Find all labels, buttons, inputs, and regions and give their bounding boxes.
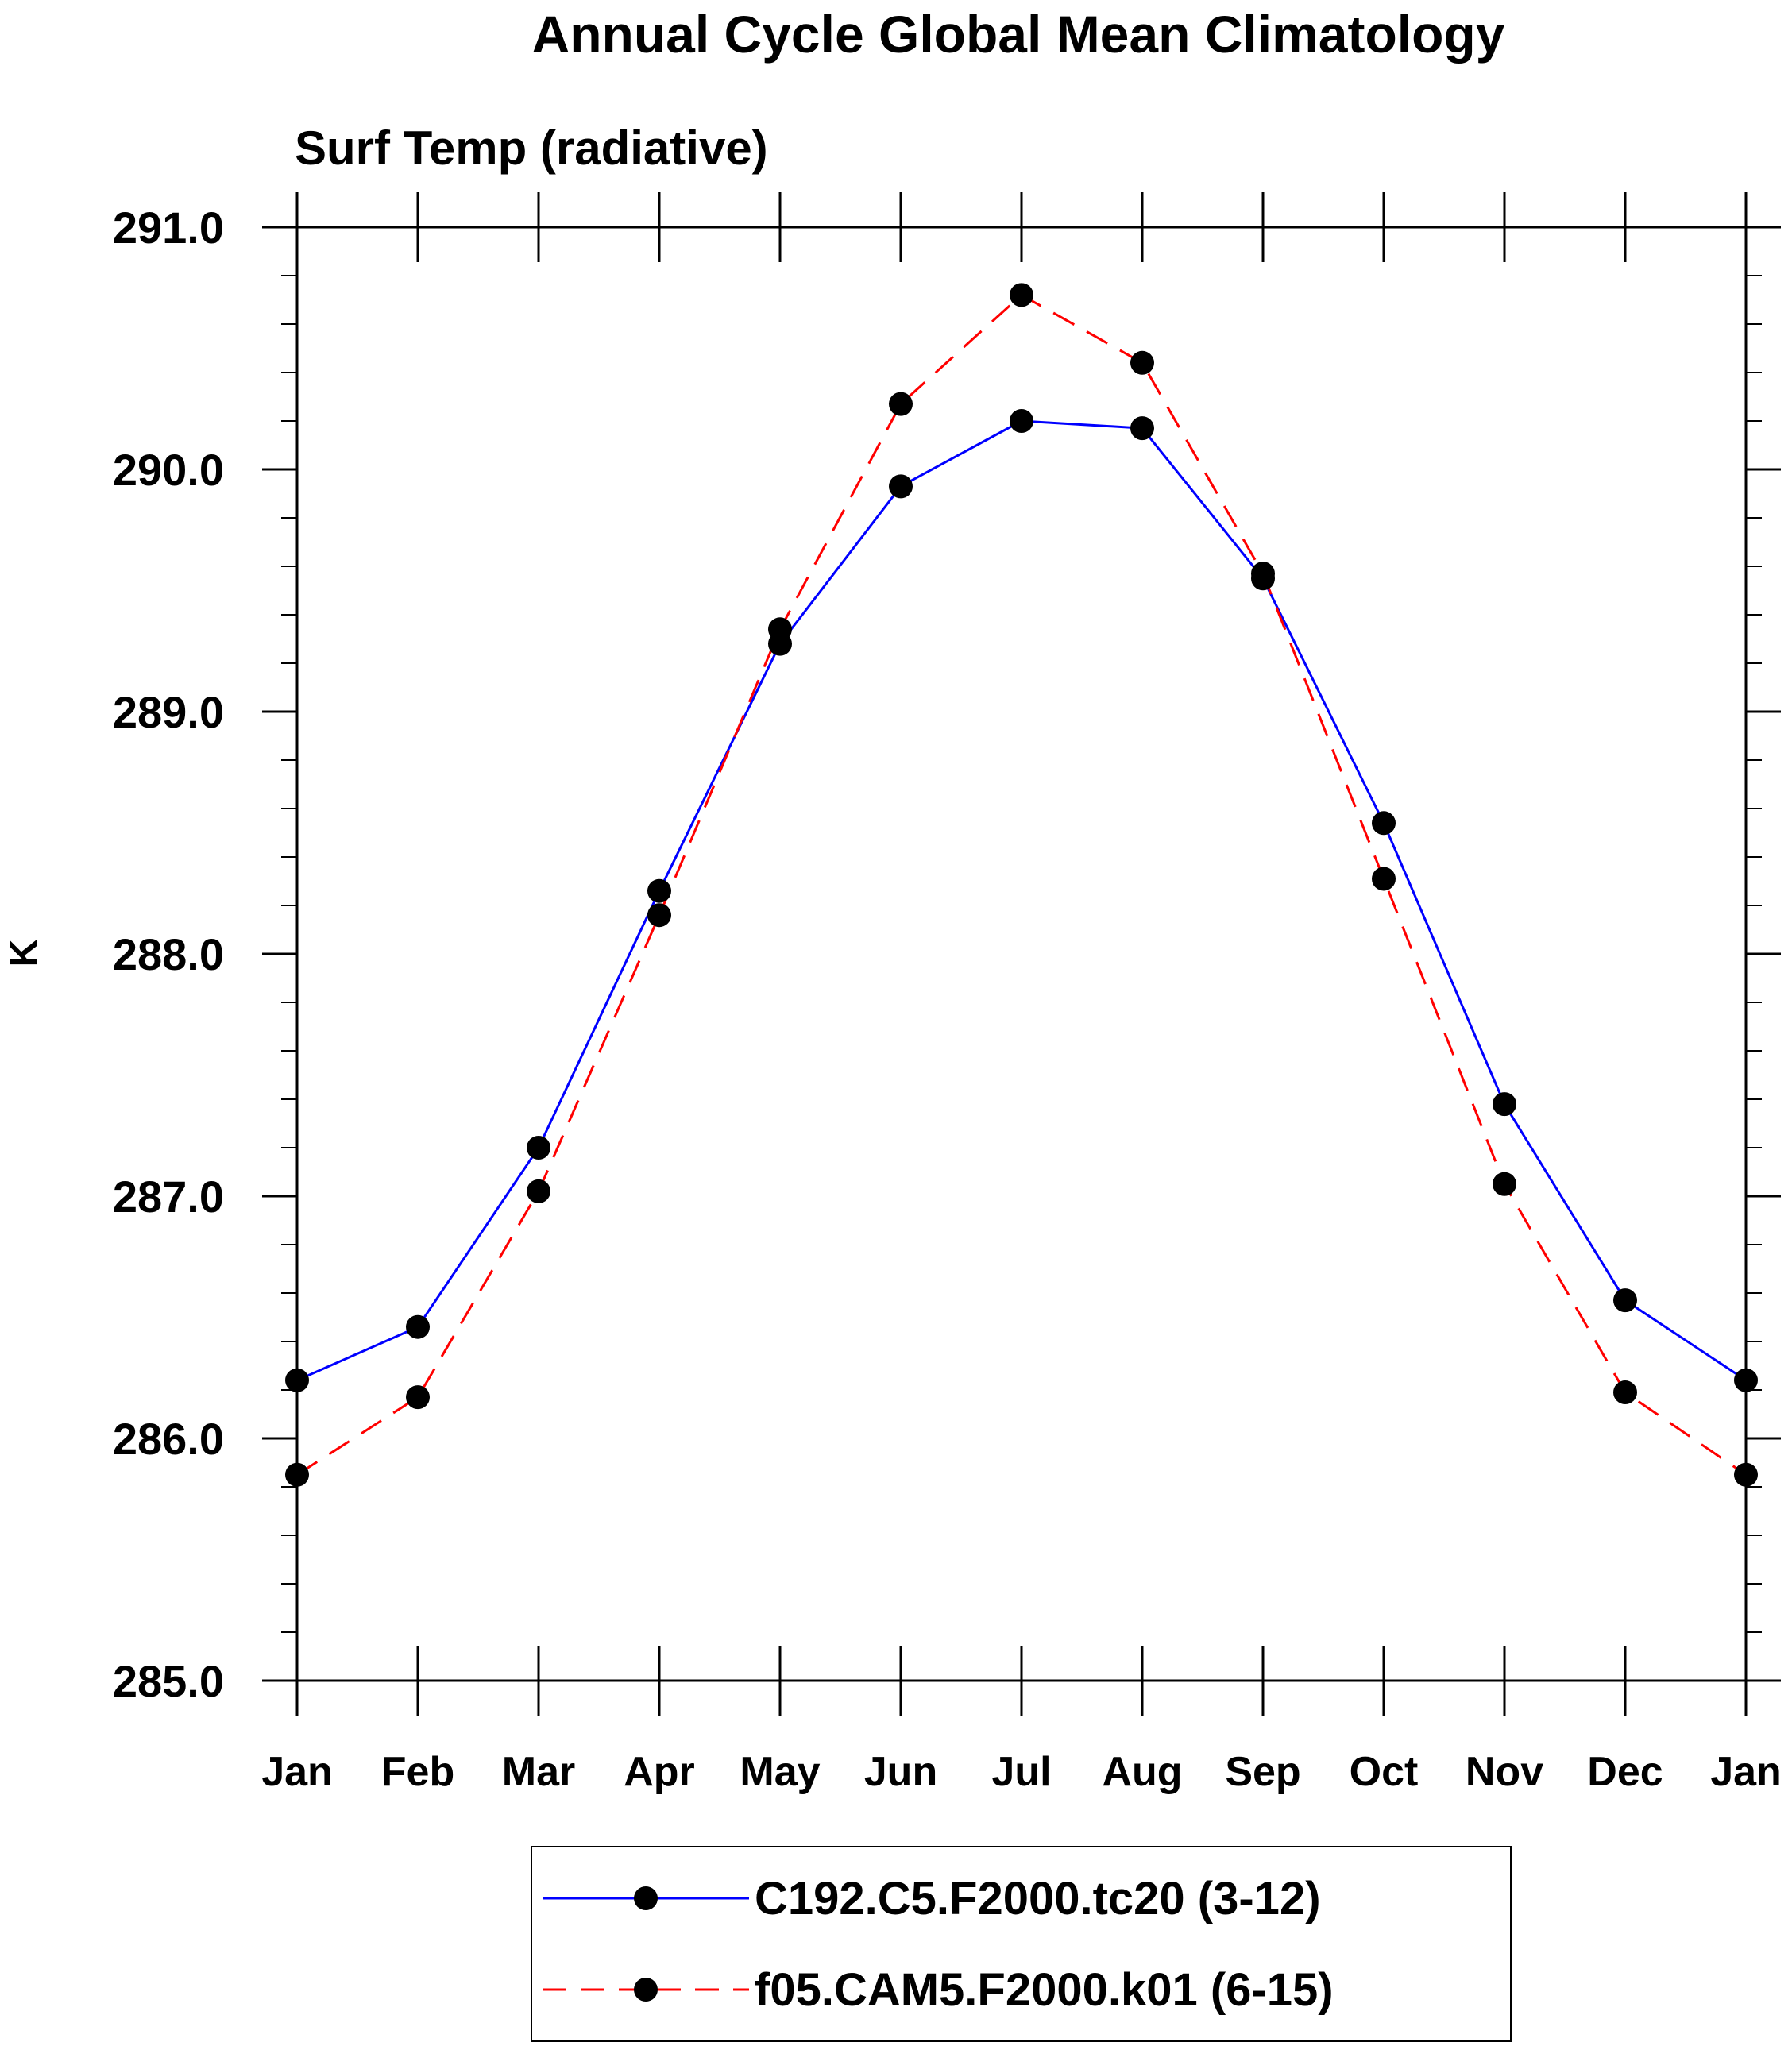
chart-title: Annual Cycle Global Mean Climatology (532, 5, 1505, 64)
data-point-series-1 (1613, 1288, 1637, 1313)
x-tick-label: Aug (1102, 1749, 1182, 1795)
y-tick-label: 290.0 (113, 445, 224, 495)
data-point-series-2 (1372, 867, 1396, 891)
y-tick-label: 287.0 (113, 1172, 224, 1222)
data-point-series-1 (406, 1314, 430, 1339)
x-tick-label: Dec (1587, 1749, 1663, 1795)
y-tick-label: 285.0 (113, 1656, 224, 1706)
legend-marker-series-2 (634, 1978, 658, 2002)
data-point-series-1 (1734, 1368, 1758, 1392)
data-point-series-2 (1493, 1172, 1516, 1196)
data-point-series-1 (1130, 416, 1154, 441)
data-point-series-1 (1010, 409, 1033, 433)
x-tick-label: Oct (1350, 1749, 1419, 1795)
data-point-series-1 (889, 474, 913, 499)
data-point-series-1 (527, 1136, 550, 1160)
x-tick-label: Jul (991, 1749, 1051, 1795)
x-tick-label: May (740, 1749, 820, 1795)
data-point-series-2 (406, 1385, 430, 1410)
data-point-series-1 (1372, 811, 1396, 836)
data-point-series-2 (1251, 562, 1275, 586)
data-point-series-2 (889, 392, 913, 416)
x-tick-label: Apr (624, 1749, 695, 1795)
series-line-2 (296, 293, 1747, 1477)
data-point-series-2 (1130, 350, 1154, 375)
series-layer (285, 283, 1758, 1487)
data-point-series-2 (647, 903, 671, 928)
data-point-series-1 (647, 878, 671, 903)
y-tick-label: 289.0 (113, 687, 224, 737)
data-point-series-2 (1010, 283, 1033, 307)
data-point-series-1 (1493, 1092, 1516, 1117)
legend-label-series-2: f05.CAM5.F2000.k01 (6-15) (755, 1964, 1334, 2016)
y-tick-label: 288.0 (113, 929, 224, 979)
chart-subtitle: Surf Temp (radiative) (295, 122, 768, 175)
data-point-series-2 (768, 617, 792, 642)
y-tick-label: 291.0 (113, 203, 224, 253)
y-tick-label: 286.0 (113, 1414, 224, 1464)
x-tick-label: Jan (261, 1749, 333, 1795)
legend-marker-series-1 (634, 1886, 658, 1910)
plot-frame (295, 226, 1748, 1682)
x-tick-label: Nov (1466, 1749, 1543, 1795)
x-tick-label: Jan (1710, 1749, 1782, 1795)
data-point-series-2 (285, 1462, 309, 1487)
x-tick-label: Sep (1225, 1749, 1300, 1795)
data-point-series-1 (285, 1368, 309, 1392)
series-line-1 (296, 419, 1747, 1382)
x-tick-label: Feb (381, 1749, 454, 1795)
legend: C192.C5.F2000.tc20 (3-12) f05.CAM5.F2000… (531, 1846, 1512, 2042)
data-point-series-2 (1734, 1462, 1758, 1487)
data-point-series-2 (527, 1179, 550, 1203)
x-tick-label: Jun (864, 1749, 937, 1795)
y-axis-label: K (3, 939, 45, 967)
data-point-series-2 (1613, 1380, 1637, 1405)
legend-box (531, 1846, 1512, 2042)
axes-layer: Jan Feb Mar Apr May Jun Jul Aug Sep Oct Nov Dec Jan 2… (113, 192, 1782, 1795)
legend-label-series-1: C192.C5.F2000.tc20 (3-12) (755, 1873, 1321, 1924)
x-tick-label: Mar (502, 1749, 575, 1795)
